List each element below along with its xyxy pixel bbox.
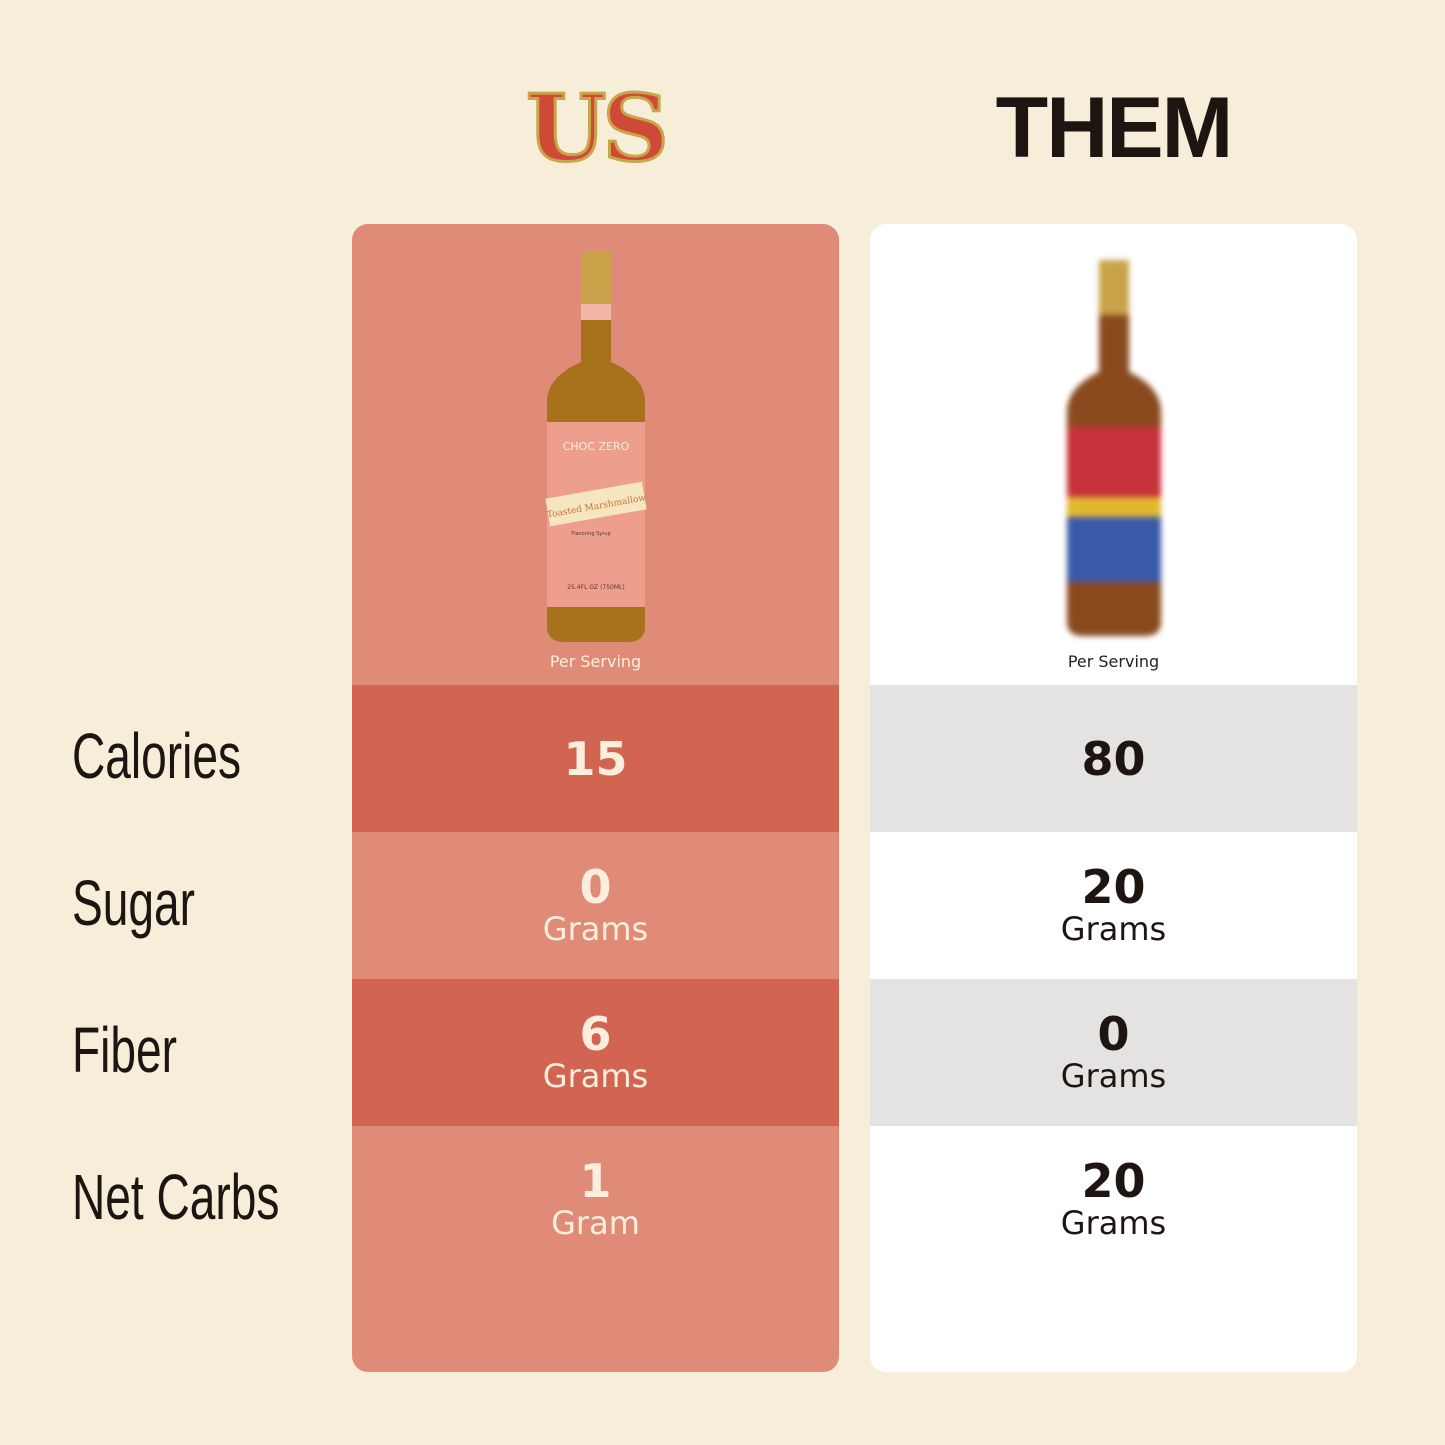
us-fiber-cell: 6 Grams <box>352 979 839 1126</box>
value: 20 <box>1081 1153 1146 1208</box>
value: 0 <box>1097 1006 1130 1061</box>
value: 20 <box>1081 859 1146 914</box>
row-label-sugar: Sugar <box>72 867 195 939</box>
them-heading: THEM <box>995 80 1234 176</box>
them-bottle-image-blurred <box>1066 260 1161 636</box>
them-net-carbs-cell: 20 Grams <box>870 1126 1357 1273</box>
row-label-net-carbs: Net Carbs <box>72 1161 280 1233</box>
per-serving-label: Per Serving <box>549 652 642 671</box>
value: 1 <box>579 1153 612 1208</box>
us-logo: US <box>525 74 671 182</box>
unit: Grams <box>1060 1056 1167 1095</box>
them-calories-cell: 80 <box>870 685 1357 832</box>
unit: Grams <box>542 1056 649 1095</box>
unit: Grams <box>542 909 649 948</box>
us-bottle-image: CHOC ZERO Toasted Marshmallow Flavoring … <box>544 252 647 642</box>
per-serving-label: Per Serving <box>1067 652 1160 671</box>
unit: Grams <box>1060 1203 1167 1242</box>
us-column-card: CHOC ZERO Toasted Marshmallow Flavoring … <box>352 224 839 1372</box>
unit: Grams <box>1060 909 1167 948</box>
value: 0 <box>579 859 612 914</box>
value: 15 <box>563 731 628 786</box>
them-sugar-cell: 20 Grams <box>870 832 1357 979</box>
us-net-carbs-cell: 1 Gram <box>352 1126 839 1273</box>
row-label-fiber: Fiber <box>72 1014 177 1086</box>
value: 80 <box>1081 731 1146 786</box>
value: 6 <box>579 1006 612 1061</box>
us-calories-cell: 15 <box>352 685 839 832</box>
them-column-card: Per Serving 80 20 Grams 0 Grams 20 Grams <box>870 224 1357 1372</box>
bottle-volume: 25.4FL OZ (750ML) <box>567 584 624 591</box>
them-fiber-cell: 0 Grams <box>870 979 1357 1126</box>
unit: Gram <box>551 1203 640 1242</box>
bottle-subtitle: Flavoring Syrup <box>571 531 610 537</box>
row-label-calories: Calories <box>72 720 242 792</box>
us-sugar-cell: 0 Grams <box>352 832 839 979</box>
bottle-brand: CHOC ZERO <box>562 440 629 453</box>
